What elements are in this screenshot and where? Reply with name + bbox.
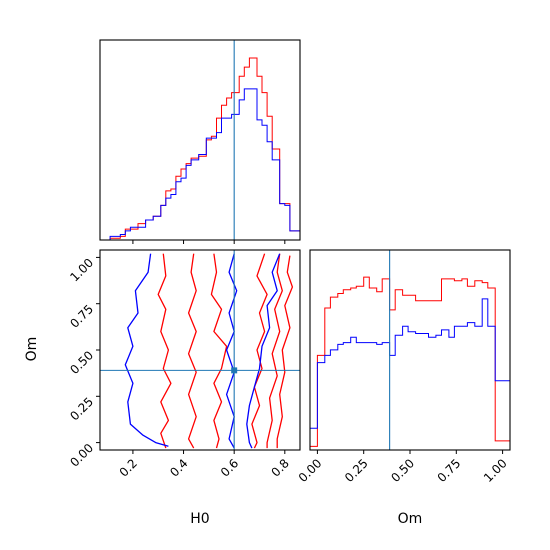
x-tick-label-om: 1.00	[481, 456, 510, 485]
hist-om-red-line	[309, 276, 511, 450]
histogram-om-panel	[309, 249, 511, 451]
y-tick-label-om: 0.00	[67, 441, 96, 470]
hist-h0-frame	[99, 39, 301, 241]
contour-red-line-3	[251, 253, 268, 449]
y-tick-label-om: 0.50	[67, 348, 96, 377]
y-axis-label-om: Om	[24, 337, 40, 362]
x-tick-label-h0: 0.2	[117, 456, 140, 479]
truth-marker	[231, 367, 238, 374]
contour-blue-line-2	[246, 253, 281, 449]
hist-h0-red-line	[100, 57, 301, 241]
contour-panel	[99, 249, 301, 451]
x-tick-label-om: 0.00	[296, 456, 325, 485]
y-tick-label-om: 0.75	[67, 302, 96, 331]
y-tick-label-om: 0.25	[67, 395, 96, 424]
x-tick-label-h0: 0.6	[218, 456, 241, 479]
x-tick-label-h0: 0.4	[167, 456, 190, 479]
contour-red-line-2	[210, 253, 228, 449]
x-tick-label-om: 0.50	[388, 456, 417, 485]
hist-h0-blue-line	[100, 88, 301, 241]
contour-red-line-5	[276, 255, 294, 449]
x-axis-label-om: Om	[398, 511, 423, 527]
x-tick-label-om: 0.75	[435, 456, 464, 485]
x-axis-label-h0: H0	[190, 511, 209, 527]
contour-blue-line-0	[124, 253, 169, 447]
hist-om-frame	[309, 249, 511, 451]
hist-om-blue-line	[309, 298, 511, 450]
contour-red-line-0	[157, 253, 172, 449]
contour-blue-line-1	[225, 253, 238, 449]
x-tick-label-om: 0.25	[342, 456, 371, 485]
y-tick-label-om: 1.00	[67, 256, 96, 285]
x-tick-label-h0: 0.8	[269, 456, 292, 479]
contour-red-line-1	[187, 253, 197, 449]
histogram-h0-panel	[99, 39, 301, 244]
contour-red-line-4	[266, 253, 283, 449]
